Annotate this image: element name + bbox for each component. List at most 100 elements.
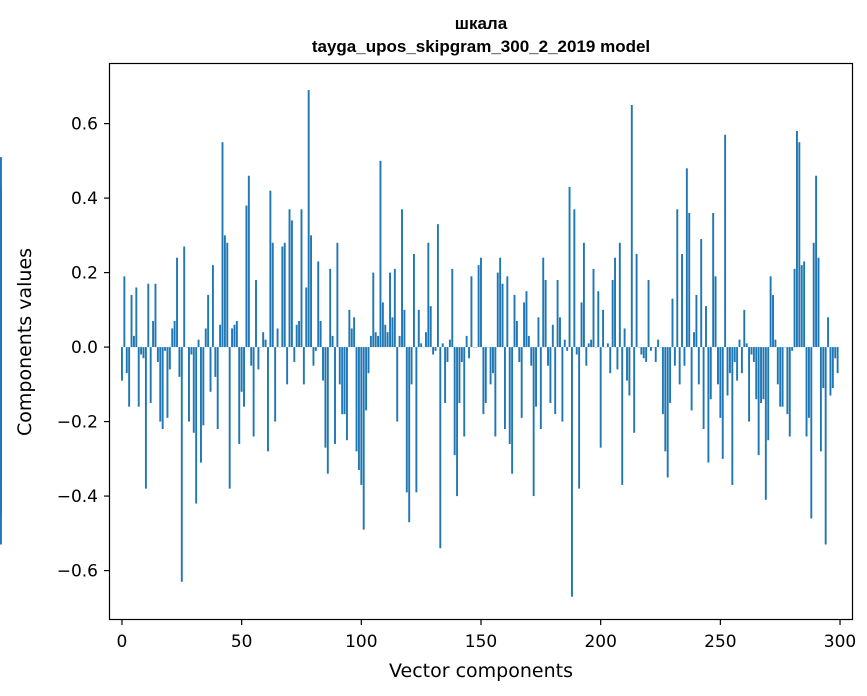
bar (566, 347, 569, 351)
bar (372, 272, 375, 348)
bar (518, 347, 521, 362)
bar (700, 239, 703, 348)
bar (271, 242, 274, 348)
bar (492, 347, 494, 374)
bar (231, 328, 234, 348)
y-tick-label: −0.4 (57, 487, 98, 507)
bar (582, 242, 585, 348)
bar (800, 265, 803, 348)
bar (812, 242, 815, 348)
bar (444, 347, 447, 403)
bar (276, 328, 279, 348)
bar (767, 347, 770, 441)
bar (743, 309, 746, 348)
bar (515, 321, 518, 348)
bar (791, 347, 794, 351)
bar (228, 347, 231, 489)
bar (290, 220, 293, 348)
bar (336, 242, 339, 348)
bar (597, 291, 600, 348)
bar (563, 339, 566, 348)
bar (764, 347, 767, 500)
bar (786, 347, 789, 415)
bar (489, 347, 492, 385)
bar (128, 347, 131, 407)
bar (748, 347, 751, 422)
bar (176, 257, 178, 348)
bar (302, 347, 305, 385)
bar (417, 309, 420, 348)
bar (168, 347, 171, 370)
bar (757, 347, 760, 456)
bar (745, 343, 748, 348)
bar (362, 347, 365, 530)
bar (365, 347, 368, 411)
bar (676, 209, 679, 348)
bar (532, 347, 535, 497)
bar (527, 335, 530, 348)
bar (647, 280, 650, 348)
bar (829, 347, 832, 396)
bar (235, 321, 238, 348)
bar (252, 347, 255, 437)
bar (468, 347, 470, 359)
bar (817, 257, 820, 348)
bar (293, 347, 296, 362)
bar (642, 347, 645, 359)
bar (772, 294, 774, 348)
bar (121, 347, 123, 381)
bar (247, 175, 250, 348)
y-tick-label: −0.6 (57, 562, 98, 582)
bar (654, 347, 657, 362)
bar (130, 294, 133, 348)
bar (391, 317, 394, 348)
bar (312, 347, 315, 366)
bar (779, 347, 782, 407)
bar (305, 287, 308, 348)
y-tick-label: −0.2 (57, 413, 98, 433)
bar (477, 265, 480, 348)
bar (606, 343, 609, 348)
bar (714, 276, 717, 348)
bar (693, 332, 695, 348)
bar (214, 347, 217, 377)
bar (314, 347, 317, 351)
bar (180, 347, 183, 582)
bar (465, 335, 468, 348)
bar (396, 347, 399, 422)
bar (482, 347, 485, 415)
bar (618, 242, 621, 348)
bar (496, 272, 499, 348)
bar (389, 272, 391, 348)
bar (547, 347, 549, 366)
bar (429, 306, 432, 348)
bar (408, 347, 411, 523)
y-tick-label: 0.2 (71, 264, 98, 284)
bar (453, 347, 456, 456)
bar (568, 186, 571, 348)
bar (192, 347, 195, 433)
bar (147, 283, 150, 348)
bar (561, 347, 564, 422)
bar (554, 347, 557, 415)
bar (154, 283, 157, 348)
y-tick-label: 0.4 (71, 189, 98, 209)
bar (508, 347, 511, 444)
bar (626, 347, 628, 381)
bar (233, 324, 236, 348)
bar (702, 347, 705, 430)
bar (511, 347, 514, 474)
bar (544, 280, 547, 348)
bar-series (0, 90, 839, 597)
bar (381, 302, 384, 348)
bar (616, 347, 619, 370)
bar (190, 347, 193, 355)
bar (815, 175, 818, 348)
bar (542, 257, 545, 348)
y-axis-ticks: −0.6 −0.4 −0.2 0.0 0.2 0.4 0.6 (57, 115, 110, 582)
bar (697, 347, 700, 385)
bar (592, 268, 595, 348)
bar (257, 347, 260, 370)
bar (738, 339, 741, 348)
bar (334, 347, 336, 444)
